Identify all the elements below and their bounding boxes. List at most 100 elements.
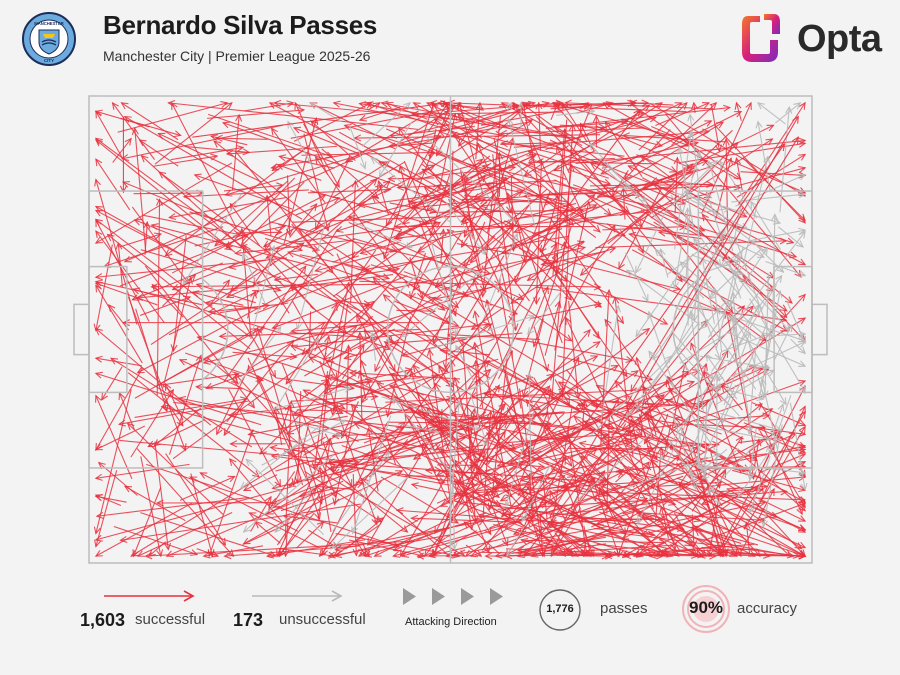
successful-pass-arrow <box>553 125 596 150</box>
successful-pass-arrow <box>743 425 806 530</box>
successful-pass-arrow <box>443 443 607 498</box>
successful-pass-arrow <box>558 224 616 328</box>
successful-pass-arrow <box>143 220 151 255</box>
unsuccessful-pass-arrow <box>599 163 629 191</box>
unsuccessful-pass-arrow <box>348 123 367 170</box>
successful-pass-arrow <box>485 359 582 413</box>
unsuccessful-pass-arrow <box>715 252 741 350</box>
unsuccessful-pass-arrow <box>687 113 701 194</box>
unsuccessful-pass-arrow <box>295 220 327 331</box>
successful-pass-arrow <box>634 356 657 436</box>
successful-pass-arrow <box>93 389 132 535</box>
unsuccessful-pass-arrow <box>290 420 343 438</box>
successful-pass-arrow <box>503 355 599 400</box>
unsuccessful-pass-arrow <box>599 158 648 203</box>
unsuccessful-pass-arrow <box>670 330 714 380</box>
successful-pass-arrow <box>314 483 354 491</box>
successful-pass-arrow <box>624 129 671 181</box>
successful-pass-arrow <box>292 126 361 155</box>
unsuccessful-pass-arrow <box>332 451 390 532</box>
successful-pass-arrow <box>754 496 807 522</box>
successful-pass-arrow <box>225 145 337 158</box>
successful-pass-arrow <box>378 161 462 205</box>
successful-pass-arrow <box>500 510 565 525</box>
successful-pass-arrow <box>291 423 310 487</box>
unsuccessful-pass-arrow <box>711 274 783 372</box>
unsuccessful-pass-arrow <box>729 341 807 378</box>
successful-pass-arrow <box>536 512 591 557</box>
successful-pass-arrow <box>123 485 186 522</box>
successful-pass-arrow <box>604 318 665 405</box>
successful-pass-arrow <box>575 137 807 165</box>
successful-pass-arrow <box>95 496 249 520</box>
successful-pass-arrow <box>365 427 379 492</box>
successful-pass-arrow <box>276 163 322 181</box>
unsuccessful-pass-arrow <box>506 525 525 558</box>
pass-map-chart <box>73 95 828 564</box>
successful-pass-arrow <box>489 358 508 497</box>
successful-pass-arrow <box>362 543 370 558</box>
successful-pass-arrow <box>213 140 327 230</box>
successful-pass-arrow <box>301 149 436 157</box>
unsuccessful-pass-arrow <box>705 353 738 400</box>
successful-pass-arrow <box>446 430 506 519</box>
successful-pass-arrow <box>195 383 243 391</box>
successful-pass-arrow <box>550 101 559 121</box>
unsuccessful-pass-arrow <box>381 396 481 431</box>
successful-pass-arrow <box>190 473 215 558</box>
unsuccessful-pass-arrow <box>309 102 342 123</box>
unsuccessful-pass-arrow <box>469 392 489 448</box>
unsuccessful-pass-arrow <box>688 309 704 412</box>
successful-pass-arrow <box>710 104 722 153</box>
successful-pass-arrow <box>355 184 383 207</box>
unsuccessful-pass-arrow <box>755 120 771 193</box>
successful-pass-arrow <box>629 224 644 255</box>
successful-pass-arrow <box>721 384 743 411</box>
unsuccessful-pass-arrow <box>699 257 716 325</box>
successful-pass-arrow <box>396 180 557 191</box>
unsuccessful-pass-arrow <box>635 206 669 274</box>
successful-pass-arrow <box>344 344 352 414</box>
successful-pass-arrow <box>294 101 329 176</box>
successful-pass-arrow <box>454 242 558 412</box>
successful-pass-arrow <box>508 485 569 517</box>
successful-pass-arrow <box>452 376 484 487</box>
successful-pass-arrow <box>711 495 742 558</box>
successful-pass-arrow <box>103 226 224 268</box>
successful-pass-arrow <box>602 223 688 231</box>
successful-pass-arrow <box>280 283 308 306</box>
successful-pass-arrow <box>496 151 504 197</box>
successful-pass-arrow <box>296 521 325 549</box>
center-circle <box>386 265 515 394</box>
successful-pass-arrow <box>529 365 619 413</box>
unsuccessful-pass-arrow <box>625 269 701 326</box>
pitch-lines <box>73 95 828 564</box>
unsuccessful-pass-arrow <box>245 458 325 536</box>
successful-pass-arrow <box>155 499 274 507</box>
unsuccessful-pass-arrow <box>696 305 757 390</box>
successful-pass-arrow <box>223 390 252 437</box>
successful-pass-arrow <box>673 156 681 214</box>
successful-pass-arrow <box>434 204 598 289</box>
successful-pass-arrow <box>479 114 502 298</box>
unsuccessful-pass-arrow <box>708 249 761 300</box>
unsuccessful-pass-arrow <box>746 428 757 481</box>
successful-pass-arrow <box>435 443 492 536</box>
successful-pass-arrow <box>734 101 742 121</box>
successful-pass-arrow <box>119 503 361 543</box>
successful-pass-arrow <box>193 173 293 210</box>
successful-pass-arrow <box>460 154 538 192</box>
unsuccessful-pass-arrow <box>274 485 316 533</box>
successful-pass-arrow <box>94 327 212 426</box>
successful-pass-arrow <box>462 210 487 293</box>
successful-pass-arrow <box>350 403 411 479</box>
unsuccessful-pass-arrow <box>287 120 315 171</box>
successful-pass-arrow <box>634 305 746 414</box>
legend: 1,603 successful 173 unsuccessful Attack… <box>0 580 900 675</box>
successful-pass-arrow <box>94 494 122 506</box>
unsuccessful-pass-arrow <box>242 455 334 533</box>
successful-pass-arrow <box>505 210 568 283</box>
passes-value: 1,776 <box>546 603 574 615</box>
unsuccessful-pass-arrow <box>765 260 807 277</box>
successful-pass-arrow <box>315 157 351 231</box>
